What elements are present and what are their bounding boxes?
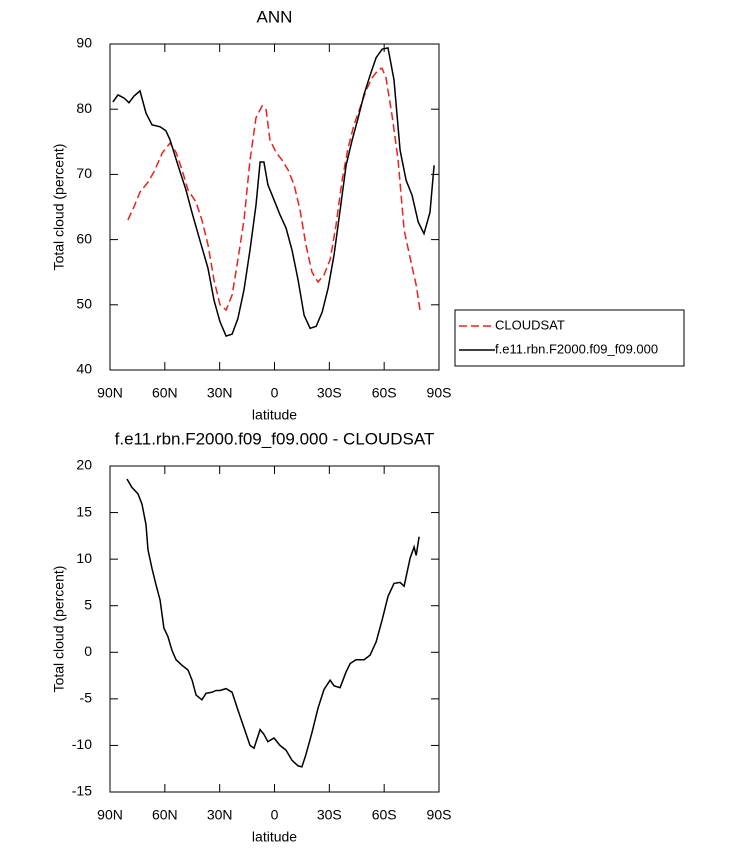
legend-box xyxy=(454,309,685,367)
y-tick-label: 15 xyxy=(76,503,92,519)
x-tick-label: 0 xyxy=(271,385,279,401)
y-tick-label: 70 xyxy=(76,165,92,181)
x-tick-label: 60S xyxy=(372,385,397,401)
plot-frame xyxy=(109,43,440,371)
data-line xyxy=(126,478,420,768)
y-tick-label: 60 xyxy=(76,230,92,246)
x-tick-label: 90N xyxy=(97,385,123,401)
legend-label: CLOUDSAT xyxy=(495,317,565,332)
y-tick-label: 0 xyxy=(84,643,92,659)
chart-title: f.e11.rbn.F2000.f09_f09.000 - CLOUDSAT xyxy=(115,429,435,448)
y-axis-label: Total cloud (percent) xyxy=(51,144,67,271)
y-tick-label: -15 xyxy=(72,783,92,799)
x-axis-label: latitude xyxy=(252,829,297,845)
x-tick-label: 60N xyxy=(152,807,178,823)
plot-frame xyxy=(109,465,440,793)
y-tick-label: -10 xyxy=(72,736,92,752)
y-tick-label: 10 xyxy=(76,550,92,566)
y-tick-label: 80 xyxy=(76,100,92,116)
x-tick-label: 90S xyxy=(427,385,452,401)
data-line xyxy=(112,46,435,338)
x-tick-label: 90N xyxy=(97,807,123,823)
x-tick-label: 30S xyxy=(317,385,342,401)
x-tick-label: 90S xyxy=(427,807,452,823)
y-tick-label: -5 xyxy=(80,690,93,706)
y-tick-label: 40 xyxy=(76,361,92,377)
x-tick-label: 30N xyxy=(207,385,233,401)
y-tick-label: 90 xyxy=(76,35,92,51)
chart-title: ANN xyxy=(257,7,293,26)
y-tick-label: 5 xyxy=(84,596,92,612)
data-line xyxy=(127,67,421,312)
x-tick-label: 60S xyxy=(372,807,397,823)
x-axis-label: latitude xyxy=(252,407,297,423)
x-tick-label: 60N xyxy=(152,385,178,401)
x-tick-label: 30S xyxy=(317,807,342,823)
legend-label: f.e11.rbn.F2000.f09_f09.000 xyxy=(495,341,658,356)
y-tick-label: 20 xyxy=(76,457,92,473)
y-tick-label: 50 xyxy=(76,296,92,312)
x-tick-label: 0 xyxy=(271,807,279,823)
y-axis-label: Total cloud (percent) xyxy=(51,566,67,693)
x-tick-label: 30N xyxy=(207,807,233,823)
